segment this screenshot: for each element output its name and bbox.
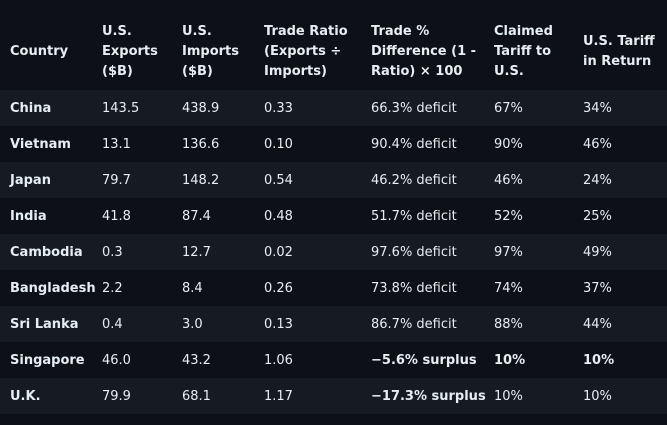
cell-difference: 90.4% deficit xyxy=(361,126,484,162)
cell-exports: 46.0 xyxy=(92,342,172,378)
cell-difference: 97.6% deficit xyxy=(361,234,484,270)
cell-country: Vietnam xyxy=(0,126,92,162)
cell-claimed-tariff: 90% xyxy=(484,126,573,162)
cell-country: Japan xyxy=(0,162,92,198)
cell-difference: 73.8% deficit xyxy=(361,270,484,306)
cell-imports: 148.2 xyxy=(172,162,254,198)
cell-imports: 43.2 xyxy=(172,342,254,378)
cell-claimed-tariff: 10% xyxy=(484,342,573,378)
cell-exports: 143.5 xyxy=(92,90,172,126)
cell-ratio: 1.17 xyxy=(254,378,361,414)
table-row: Sri Lanka 0.4 3.0 0.13 86.7% deficit 88%… xyxy=(0,306,667,342)
cell-country: Sri Lanka xyxy=(0,306,92,342)
cell-claimed-tariff: 88% xyxy=(484,306,573,342)
cell-difference: 46.2% deficit xyxy=(361,162,484,198)
cell-claimed-tariff: 46% xyxy=(484,162,573,198)
trade-table: Country U.S. Exports ($B) U.S. Imports (… xyxy=(0,14,667,414)
table-row: China 143.5 438.9 0.33 66.3% deficit 67%… xyxy=(0,90,667,126)
cell-claimed-tariff: 74% xyxy=(484,270,573,306)
header-trade-ratio: Trade Ratio (Exports ÷ Imports) xyxy=(254,14,361,90)
cell-country: Singapore xyxy=(0,342,92,378)
cell-difference: 51.7% deficit xyxy=(361,198,484,234)
header-us-exports: U.S. Exports ($B) xyxy=(92,14,172,90)
table-row: Singapore 46.0 43.2 1.06 −5.6% surplus 1… xyxy=(0,342,667,378)
header-us-imports: U.S. Imports ($B) xyxy=(172,14,254,90)
cell-imports: 68.1 xyxy=(172,378,254,414)
cell-ratio: 0.48 xyxy=(254,198,361,234)
header-claimed-tariff: Claimed Tariff to U.S. xyxy=(484,14,573,90)
cell-claimed-tariff: 52% xyxy=(484,198,573,234)
header-row: Country U.S. Exports ($B) U.S. Imports (… xyxy=(0,14,667,90)
cell-difference: 86.7% deficit xyxy=(361,306,484,342)
cell-imports: 438.9 xyxy=(172,90,254,126)
cell-ratio: 0.26 xyxy=(254,270,361,306)
cell-claimed-tariff: 10% xyxy=(484,378,573,414)
cell-ratio: 0.02 xyxy=(254,234,361,270)
cell-difference: −17.3% surplus xyxy=(361,378,486,414)
trade-table-container: Country U.S. Exports ($B) U.S. Imports (… xyxy=(0,14,667,414)
table-header: Country U.S. Exports ($B) U.S. Imports (… xyxy=(0,14,667,90)
cell-exports: 0.4 xyxy=(92,306,172,342)
cell-exports: 13.1 xyxy=(92,126,172,162)
cell-exports: 2.2 xyxy=(92,270,172,306)
table-body: China 143.5 438.9 0.33 66.3% deficit 67%… xyxy=(0,90,667,414)
cell-country: Cambodia xyxy=(0,234,92,270)
cell-us-tariff: 10% xyxy=(573,378,667,414)
cell-difference: −5.6% surplus xyxy=(361,342,484,378)
cell-us-tariff: 37% xyxy=(573,270,667,306)
header-us-tariff: U.S. Tariff in Return xyxy=(573,14,667,90)
cell-claimed-tariff: 97% xyxy=(484,234,573,270)
cell-imports: 12.7 xyxy=(172,234,254,270)
cell-us-tariff: 24% xyxy=(573,162,667,198)
cell-us-tariff: 46% xyxy=(573,126,667,162)
cell-exports: 79.9 xyxy=(92,378,172,414)
cell-us-tariff: 34% xyxy=(573,90,667,126)
cell-ratio: 0.33 xyxy=(254,90,361,126)
header-country: Country xyxy=(0,14,92,90)
cell-exports: 0.3 xyxy=(92,234,172,270)
header-trade-difference: Trade % Difference (1 - Ratio) × 100 xyxy=(361,14,484,90)
cell-us-tariff: 25% xyxy=(573,198,667,234)
cell-country: U.K. xyxy=(0,378,92,414)
cell-imports: 8.4 xyxy=(172,270,254,306)
cell-us-tariff: 10% xyxy=(573,342,667,378)
cell-ratio: 0.54 xyxy=(254,162,361,198)
cell-imports: 87.4 xyxy=(172,198,254,234)
cell-ratio: 1.06 xyxy=(254,342,361,378)
table-row: Japan 79.7 148.2 0.54 46.2% deficit 46% … xyxy=(0,162,667,198)
cell-imports: 136.6 xyxy=(172,126,254,162)
cell-exports: 79.7 xyxy=(92,162,172,198)
cell-ratio: 0.10 xyxy=(254,126,361,162)
cell-country: China xyxy=(0,90,92,126)
table-row: Bangladesh 2.2 8.4 0.26 73.8% deficit 74… xyxy=(0,270,667,306)
cell-us-tariff: 44% xyxy=(573,306,667,342)
cell-exports: 41.8 xyxy=(92,198,172,234)
table-row: India 41.8 87.4 0.48 51.7% deficit 52% 2… xyxy=(0,198,667,234)
table-row: Cambodia 0.3 12.7 0.02 97.6% deficit 97%… xyxy=(0,234,667,270)
cell-difference: 66.3% deficit xyxy=(361,90,484,126)
cell-ratio: 0.13 xyxy=(254,306,361,342)
table-row: Vietnam 13.1 136.6 0.10 90.4% deficit 90… xyxy=(0,126,667,162)
cell-us-tariff: 49% xyxy=(573,234,667,270)
table-row: U.K. 79.9 68.1 1.17 −17.3% surplus 10% 1… xyxy=(0,378,667,414)
cell-imports: 3.0 xyxy=(172,306,254,342)
cell-claimed-tariff: 67% xyxy=(484,90,573,126)
cell-country: India xyxy=(0,198,92,234)
cell-country: Bangladesh xyxy=(0,270,96,306)
